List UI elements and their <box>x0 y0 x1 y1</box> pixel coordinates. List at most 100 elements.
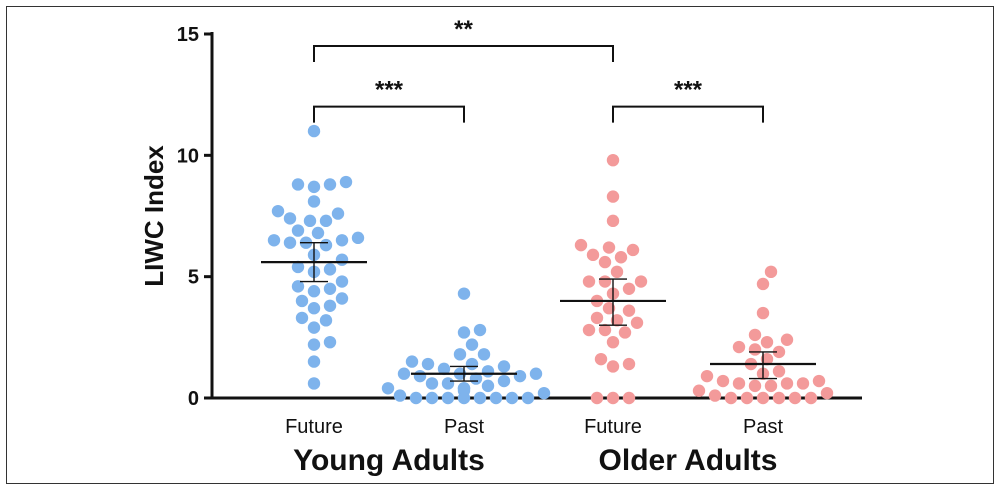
data-point <box>618 326 632 339</box>
data-point <box>409 391 423 405</box>
data-point <box>626 243 640 257</box>
data-point <box>606 391 620 405</box>
data-point <box>602 241 616 254</box>
data-point <box>740 391 754 405</box>
labels: Future Past Future Past Young Adults Older Ad… <box>285 416 783 477</box>
data-point <box>796 377 810 390</box>
data-point <box>732 377 746 390</box>
data-point <box>319 214 333 228</box>
data-point <box>323 282 337 295</box>
significance-label: *** <box>375 77 404 104</box>
data-point <box>457 326 471 339</box>
axes: 0 5 10 15 LIWC Index <box>139 24 862 410</box>
data-point <box>425 377 439 390</box>
significance-bracket <box>612 105 764 123</box>
data-point <box>606 190 620 203</box>
data-point <box>764 265 778 279</box>
data-point <box>271 204 285 218</box>
data-point <box>772 391 786 405</box>
data-point <box>630 316 644 329</box>
data-point <box>756 391 770 405</box>
data-point <box>716 374 730 388</box>
data-point <box>574 238 588 252</box>
data-point <box>453 348 467 361</box>
data-points <box>267 124 834 405</box>
data-point <box>393 389 407 402</box>
data-point <box>307 321 321 334</box>
data-point <box>513 369 527 383</box>
data-point <box>295 311 309 325</box>
data-point <box>497 360 511 373</box>
data-point <box>413 369 427 383</box>
data-point <box>291 260 305 274</box>
data-point <box>788 391 802 405</box>
data-point <box>820 386 834 400</box>
significance-bracket <box>313 45 614 62</box>
y-tick-label: 15 <box>177 24 199 46</box>
data-point <box>267 234 281 247</box>
data-point <box>764 379 778 393</box>
group-label: Young Adults <box>293 444 485 477</box>
data-point <box>521 391 535 405</box>
data-point <box>307 285 321 298</box>
data-point <box>529 367 543 380</box>
data-point <box>756 306 770 320</box>
data-point <box>622 304 636 317</box>
data-point <box>291 178 305 191</box>
data-point <box>381 382 395 395</box>
data-point <box>760 335 774 349</box>
data-point <box>724 391 738 405</box>
x-tick-label: Future <box>285 416 343 438</box>
data-point <box>465 338 479 351</box>
data-point <box>335 234 349 247</box>
data-point <box>437 362 451 376</box>
data-point <box>307 180 321 194</box>
significance-brackets: ***** *** <box>313 16 764 123</box>
data-point <box>772 365 786 378</box>
data-point <box>465 357 479 371</box>
data-point <box>606 214 620 228</box>
data-point <box>598 323 612 337</box>
data-point <box>692 384 706 397</box>
data-point <box>477 348 491 361</box>
data-point <box>780 377 794 390</box>
significance-bracket <box>313 105 465 123</box>
data-point <box>295 294 309 308</box>
data-point <box>457 382 471 395</box>
data-point <box>441 377 455 390</box>
data-point <box>606 335 620 349</box>
data-point <box>780 333 794 346</box>
data-point <box>760 352 774 366</box>
data-point <box>610 265 624 279</box>
data-point <box>307 377 321 390</box>
data-point <box>594 352 608 366</box>
data-point <box>323 178 337 191</box>
data-point <box>537 386 551 400</box>
data-point <box>606 360 620 373</box>
y-tick-label: 5 <box>188 267 199 289</box>
data-point <box>505 391 519 405</box>
data-point <box>756 277 770 291</box>
data-point <box>405 355 419 368</box>
data-point <box>700 369 714 383</box>
data-point <box>323 335 337 349</box>
data-point <box>610 314 624 327</box>
data-point <box>323 299 337 312</box>
data-point <box>804 391 818 405</box>
data-point <box>331 207 345 220</box>
data-point <box>425 391 439 405</box>
data-point <box>489 391 503 405</box>
data-point <box>319 238 333 252</box>
data-point <box>622 357 636 371</box>
data-point <box>291 280 305 293</box>
data-point <box>283 212 297 225</box>
data-point <box>606 153 620 167</box>
data-point <box>441 391 455 405</box>
data-point <box>335 292 349 305</box>
data-point <box>421 357 435 371</box>
data-point <box>748 343 762 356</box>
data-point <box>634 275 648 288</box>
data-point <box>307 338 321 351</box>
data-point <box>335 253 349 266</box>
data-point <box>590 311 604 325</box>
